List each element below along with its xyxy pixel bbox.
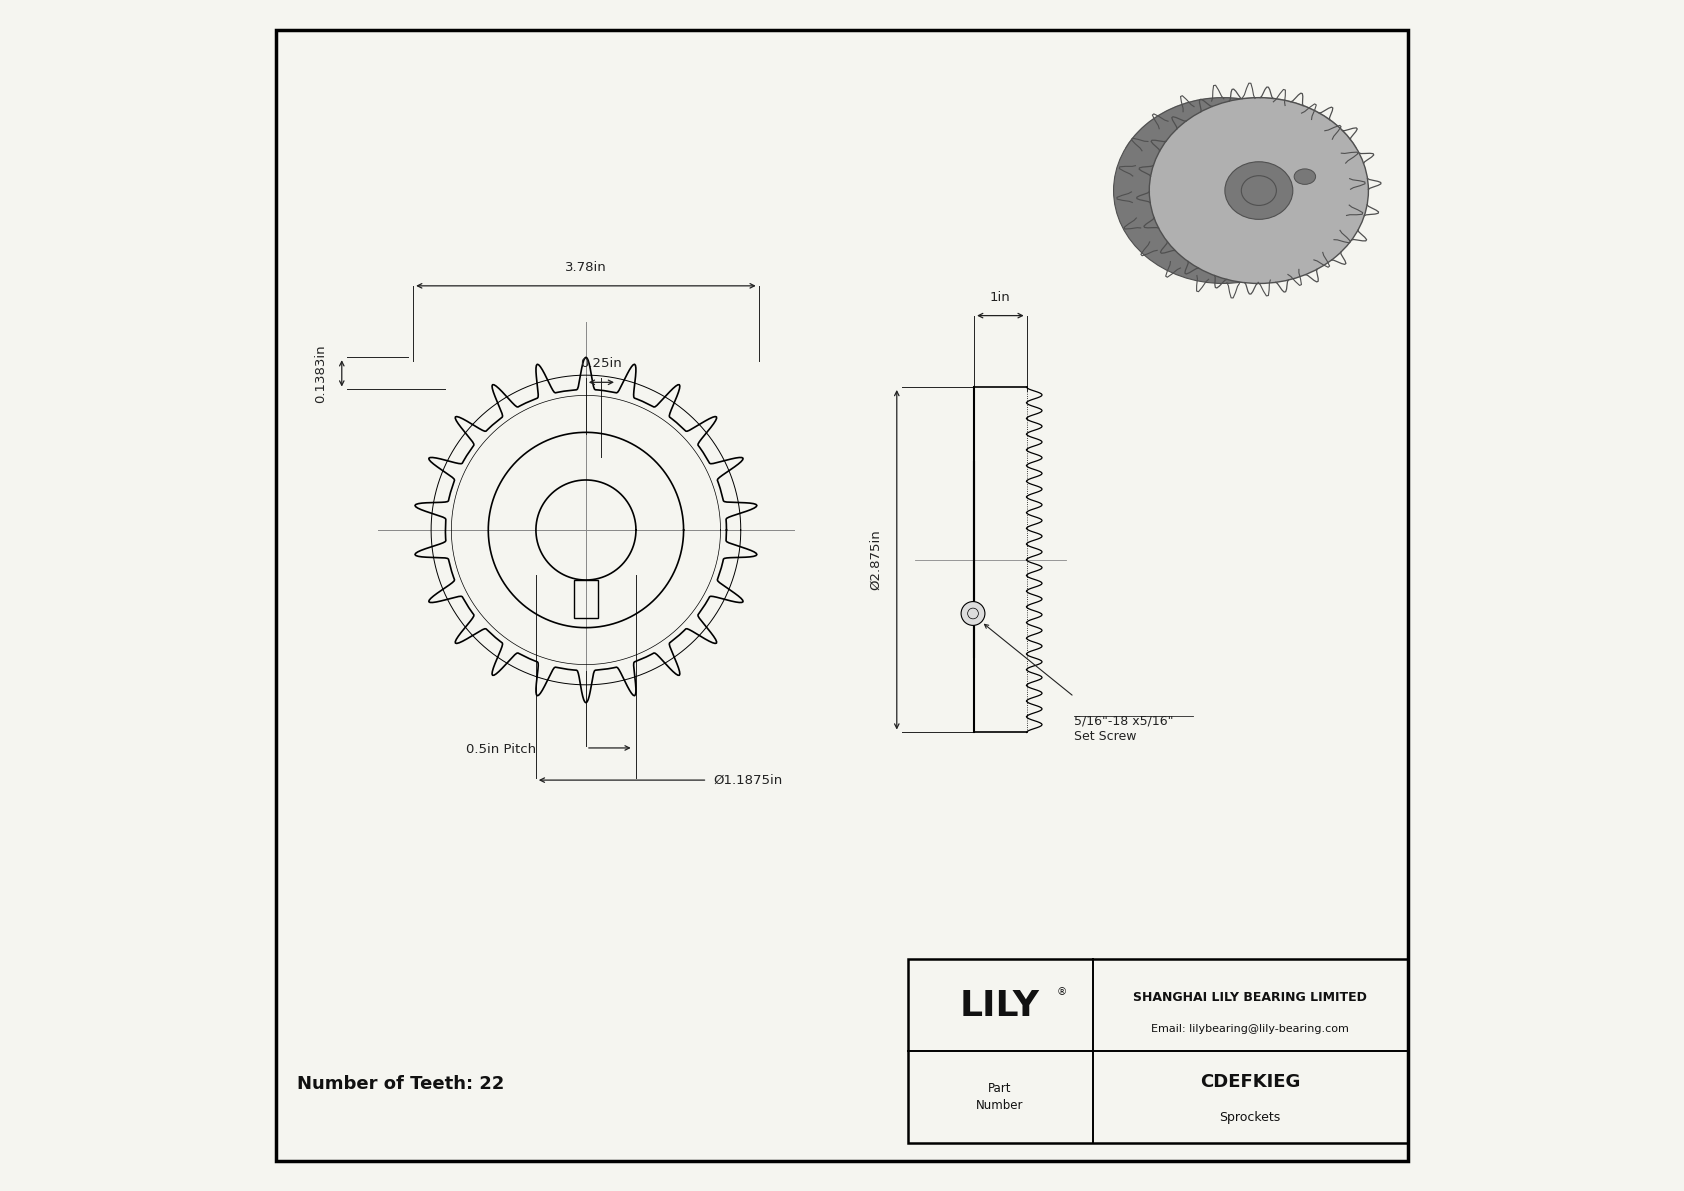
Text: CDEFKIEG: CDEFKIEG	[1201, 1073, 1300, 1091]
Text: SHANGHAI LILY BEARING LIMITED: SHANGHAI LILY BEARING LIMITED	[1133, 991, 1367, 1004]
Text: 0.1383in: 0.1383in	[315, 344, 327, 403]
Ellipse shape	[1293, 169, 1315, 185]
Bar	[908, 959, 1408, 1143]
Text: 1in: 1in	[990, 291, 1010, 304]
Text: LILY: LILY	[960, 989, 1041, 1023]
Text: Email: lilybearing@lily-bearing.com: Email: lilybearing@lily-bearing.com	[1152, 1024, 1349, 1034]
Text: ®: ®	[1058, 987, 1068, 997]
Text: Number of Teeth: 22: Number of Teeth: 22	[296, 1074, 504, 1093]
Bar	[574, 580, 598, 618]
Text: Ø2.875in: Ø2.875in	[869, 529, 882, 591]
Text: Sprockets: Sprockets	[1219, 1111, 1282, 1124]
Ellipse shape	[1113, 98, 1332, 283]
Polygon shape	[1125, 98, 1357, 149]
Ellipse shape	[1241, 176, 1276, 205]
Text: Part
Number: Part Number	[977, 1083, 1024, 1112]
Circle shape	[962, 601, 985, 625]
Ellipse shape	[1224, 162, 1293, 219]
Text: 0.5in Pitch: 0.5in Pitch	[466, 743, 536, 755]
Text: 5/16"-18 x5/16"
Set Screw: 5/16"-18 x5/16" Set Screw	[1074, 715, 1174, 743]
Text: 0.25in: 0.25in	[581, 357, 623, 370]
Text: Ø1.1875in: Ø1.1875in	[714, 774, 783, 786]
Ellipse shape	[1148, 98, 1369, 283]
Text: 3.78in: 3.78in	[566, 261, 606, 274]
